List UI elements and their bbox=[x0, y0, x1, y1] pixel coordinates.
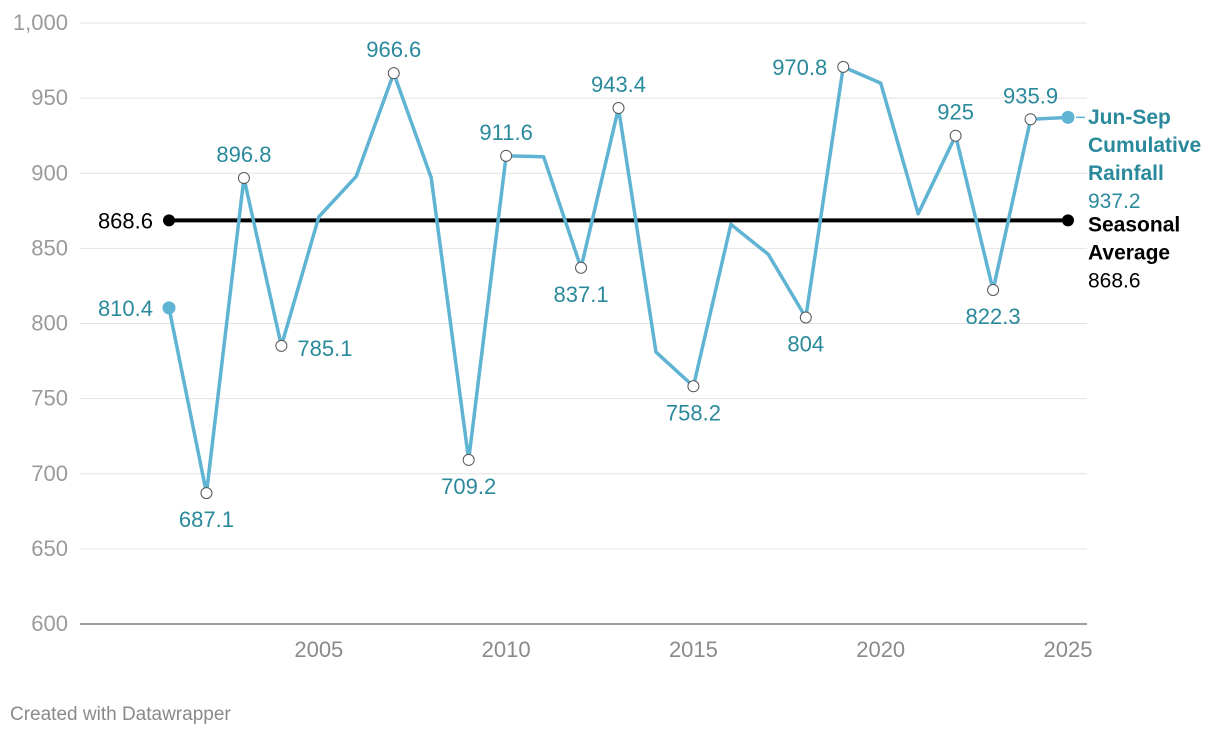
data-point-2007 bbox=[387, 67, 400, 80]
data-point-2022 bbox=[949, 129, 962, 142]
series-end-value-rainfall: 937.2 bbox=[1088, 190, 1141, 213]
series-label-average-seasonal: Seasonal bbox=[1088, 213, 1180, 236]
grid-lines bbox=[80, 22, 1087, 625]
data-label-2022: 925 bbox=[937, 100, 974, 125]
data-label-2004: 785.1 bbox=[297, 336, 352, 361]
x-tick-label: 2020 bbox=[856, 637, 905, 662]
label-layer: 810.4 687.1 896.8 785.1 966.6 709.2 911.6 837.1… bbox=[98, 37, 1201, 532]
y-tick-label: 850 bbox=[31, 235, 68, 260]
data-point-2009 bbox=[462, 453, 475, 466]
footer-credit: Created with Datawrapper bbox=[10, 704, 231, 725]
average-start-point bbox=[163, 214, 175, 227]
series-label-rainfall-cumulative: Cumulative bbox=[1088, 134, 1201, 157]
data-label-2010: 911.6 bbox=[479, 120, 532, 145]
data-point-2019 bbox=[837, 60, 850, 73]
data-point-2013 bbox=[612, 102, 625, 115]
data-point-2004 bbox=[275, 339, 288, 352]
average-end-point bbox=[1062, 214, 1074, 227]
y-axis: 600 650 700 750 800 850 900 950 1,000 bbox=[13, 10, 68, 636]
data-point-2012 bbox=[575, 261, 588, 274]
series-layer bbox=[162, 60, 1075, 500]
series-label-rainfall-jun-sep: Jun-Sep bbox=[1088, 106, 1171, 129]
data-point-2015 bbox=[687, 380, 700, 393]
data-point-2002 bbox=[200, 487, 213, 500]
y-tick-label: 650 bbox=[31, 536, 68, 561]
data-label-2009: 709.2 bbox=[441, 474, 496, 499]
data-point-2025 bbox=[1061, 110, 1075, 124]
y-tick-label: 1,000 bbox=[13, 10, 68, 35]
series-line-rainfall bbox=[167, 65, 1070, 495]
data-label-2012: 837.1 bbox=[554, 282, 609, 307]
data-label-2018: 804 bbox=[787, 331, 824, 356]
data-point-2001 bbox=[162, 301, 176, 315]
data-label-2001: 810.4 bbox=[98, 296, 153, 321]
data-label-2003: 896.8 bbox=[216, 142, 271, 167]
data-label-2024: 935.9 bbox=[1003, 83, 1058, 108]
x-tick-label: 2010 bbox=[482, 637, 531, 662]
data-label-2015: 758.2 bbox=[666, 400, 721, 425]
average-start-label: 868.6 bbox=[98, 208, 153, 233]
x-tick-label: 2015 bbox=[669, 637, 718, 662]
data-point-2024 bbox=[1024, 113, 1037, 126]
x-axis: 2005 2010 2015 2020 2025 bbox=[294, 637, 1092, 662]
y-tick-label: 950 bbox=[31, 85, 68, 110]
series-label-rainfall-rainfall: Rainfall bbox=[1088, 162, 1164, 185]
data-label-2007: 966.6 bbox=[366, 37, 421, 62]
y-tick-label: 600 bbox=[31, 611, 68, 636]
data-label-2002: 687.1 bbox=[179, 507, 234, 532]
data-label-2019: 970.8 bbox=[772, 55, 827, 80]
x-tick-label: 2005 bbox=[294, 637, 343, 662]
data-point-2018 bbox=[799, 311, 812, 324]
data-label-2013: 943.4 bbox=[591, 72, 646, 97]
data-label-2023: 822.3 bbox=[966, 304, 1021, 329]
series-label-average-average: Average bbox=[1088, 241, 1170, 264]
y-tick-label: 800 bbox=[31, 311, 68, 336]
series-end-value-average: 868.6 bbox=[1088, 269, 1141, 292]
data-point-2010 bbox=[500, 149, 513, 162]
x-tick-label: 2025 bbox=[1044, 637, 1093, 662]
y-tick-label: 750 bbox=[31, 386, 68, 411]
y-tick-label: 900 bbox=[31, 160, 68, 185]
data-point-2003 bbox=[237, 172, 250, 185]
y-tick-label: 700 bbox=[31, 461, 68, 486]
data-point-2023 bbox=[987, 283, 1000, 296]
